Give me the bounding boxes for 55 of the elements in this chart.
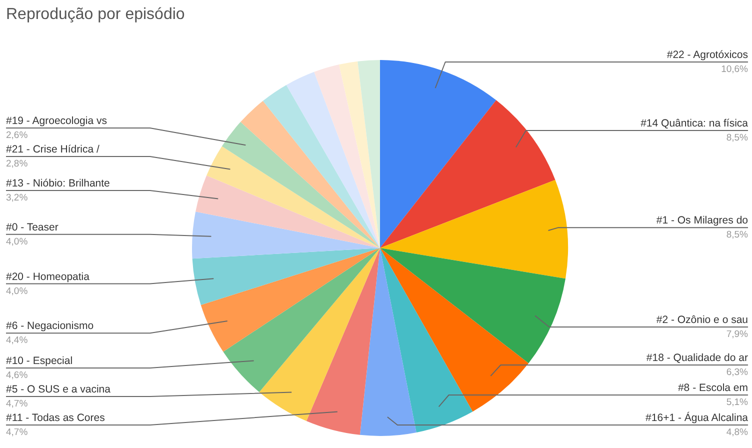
pie-slice bbox=[262, 84, 380, 248]
data-label: 10,6% bbox=[721, 64, 749, 75]
pie-slice bbox=[223, 248, 380, 392]
pie-slice bbox=[306, 248, 380, 435]
pie-slice bbox=[314, 64, 380, 248]
pie-slice bbox=[380, 248, 473, 432]
data-label: 4,7% bbox=[6, 398, 28, 410]
slice-label: #18 - Qualidade do ar bbox=[646, 352, 748, 364]
data-label: 2,6% bbox=[6, 130, 28, 141]
pie-slice bbox=[380, 248, 529, 412]
pie-slice bbox=[358, 60, 380, 248]
pie-slice bbox=[240, 100, 380, 248]
chart-title: Reprodução por episódio bbox=[6, 6, 185, 23]
pie-slice bbox=[380, 60, 496, 248]
pie-slice bbox=[196, 176, 380, 248]
data-label: 3,2% bbox=[6, 192, 28, 204]
slice-label: #1 - Os Milagres do bbox=[656, 214, 748, 227]
pie-slice bbox=[192, 212, 380, 259]
pie-slice bbox=[360, 248, 416, 436]
slice-label: #14 Quântica: na física bbox=[640, 117, 748, 130]
data-label: 4,7% bbox=[6, 427, 28, 438]
pie-slice bbox=[338, 61, 380, 248]
pie-slice bbox=[380, 180, 568, 279]
data-label: 4,4% bbox=[6, 335, 28, 346]
slice-label: #8 - Escola em bbox=[678, 382, 748, 394]
data-label: 8,5% bbox=[726, 132, 749, 144]
slice-label: #16+1 - Água Alcalina bbox=[646, 411, 748, 424]
pie-slice bbox=[286, 72, 380, 248]
slice-label: #6 - Negacionismo bbox=[6, 320, 94, 332]
pie-slice bbox=[380, 248, 566, 364]
slice-label: #10 - Especial bbox=[6, 355, 73, 367]
data-label: 4,0% bbox=[6, 286, 28, 297]
data-label: 4,8% bbox=[726, 427, 749, 438]
slice-label: #22 - Agrotóxicos bbox=[666, 49, 748, 61]
data-label: 8,5% bbox=[726, 230, 749, 241]
data-label: 2,8% bbox=[6, 158, 28, 170]
slice-label: #13 - Nióbio: Brilhante bbox=[6, 178, 110, 190]
pie-slice bbox=[222, 122, 380, 248]
slice-label: #2 - Ozônio e o sau bbox=[656, 314, 748, 326]
slice-label: #19 - Agroecologia vs bbox=[6, 114, 107, 127]
data-label: 4,0% bbox=[6, 236, 28, 248]
slice-label: #0 - Teaser bbox=[6, 221, 59, 234]
pie-slice bbox=[380, 100, 556, 248]
pie-slice bbox=[259, 248, 380, 422]
data-label: 5,1% bbox=[726, 397, 749, 408]
data-label: 4,6% bbox=[6, 370, 28, 381]
slice-label: #11 - Todas as Cores bbox=[6, 412, 105, 424]
pie-slice bbox=[200, 248, 380, 352]
data-label: 7,9% bbox=[726, 328, 749, 340]
pie-slice bbox=[192, 248, 380, 305]
slice-label: #21 - Crise Hídrica / bbox=[6, 143, 100, 156]
slice-label: #5 - O SUS e a vacina bbox=[6, 384, 111, 396]
pie-slice bbox=[206, 146, 380, 248]
slice-label: #20 - Homeopatia bbox=[6, 270, 90, 283]
data-label: 6,3% bbox=[726, 367, 749, 378]
